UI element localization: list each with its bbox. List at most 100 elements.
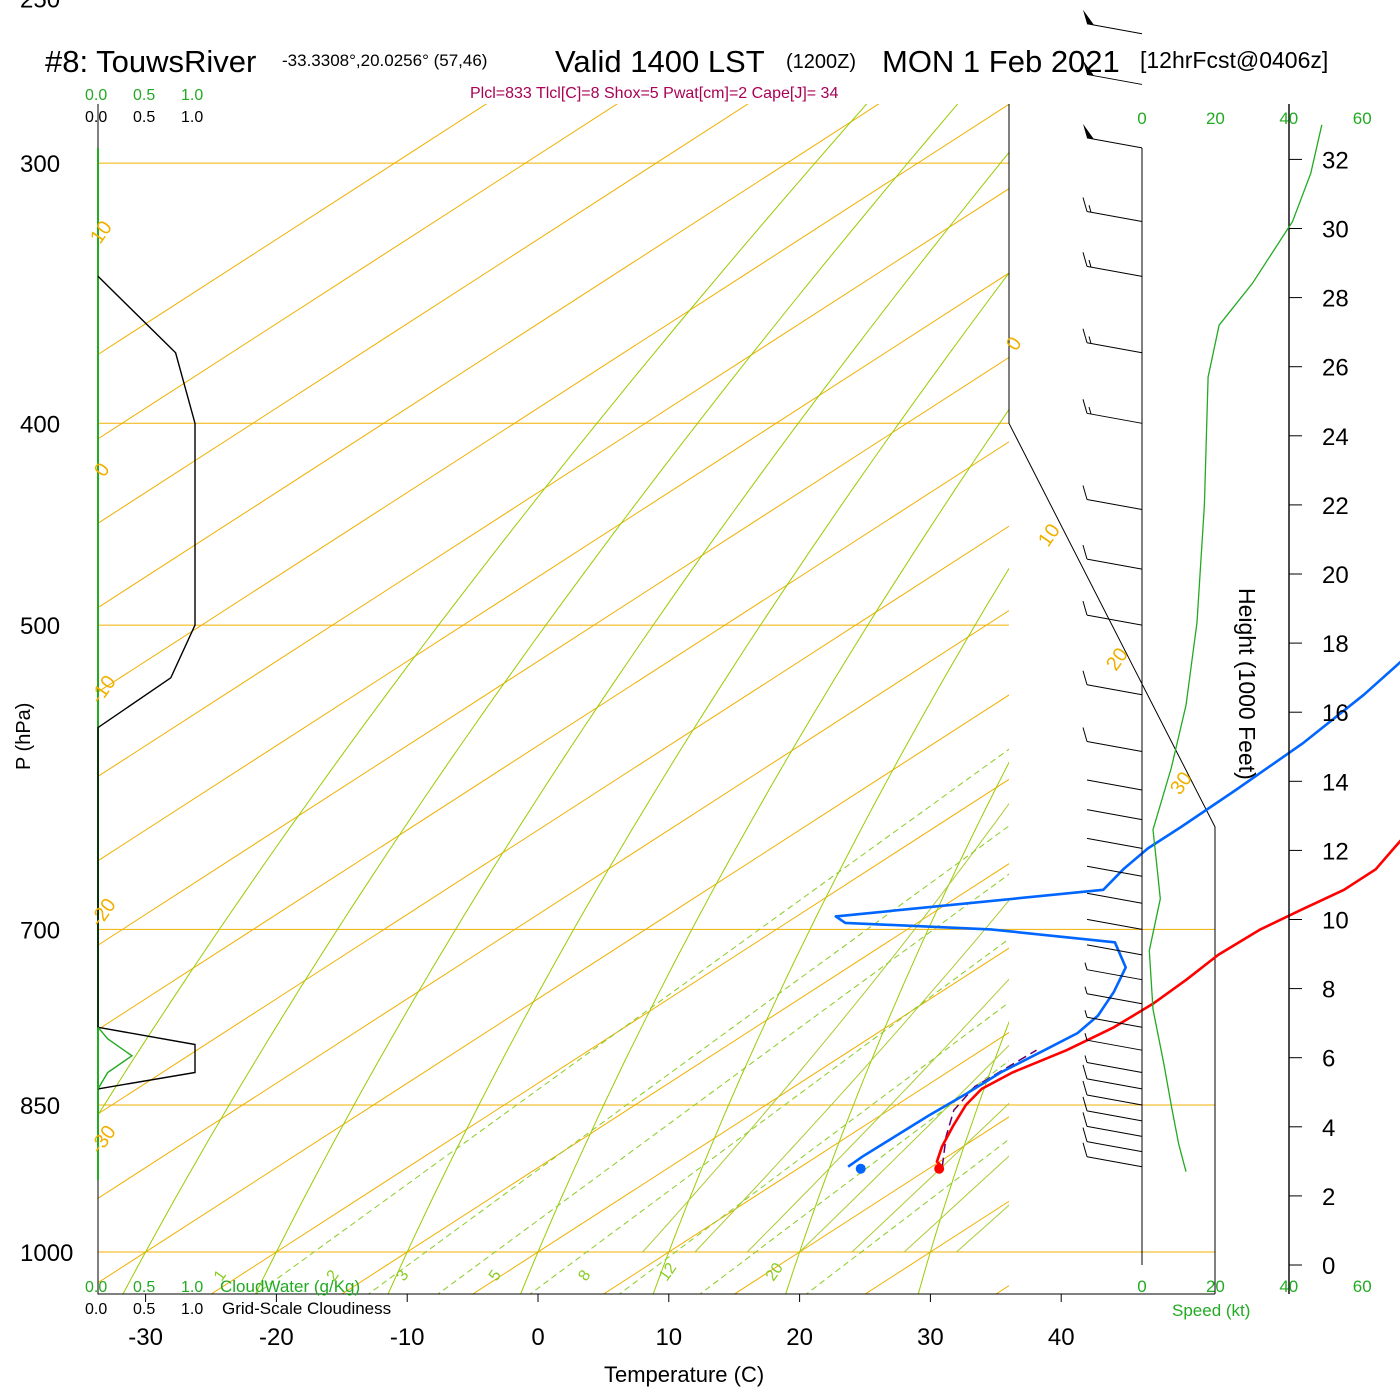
isotherm-line bbox=[98, 356, 1009, 946]
valid-time: Valid 1400 LST bbox=[555, 44, 765, 79]
isotherm-line bbox=[210, 778, 1009, 1294]
cloudiness-panel bbox=[97, 148, 196, 1180]
wind-barb bbox=[1084, 1010, 1143, 1028]
wind-barb-staff bbox=[1086, 1094, 1143, 1106]
pressure-label-500: 500 bbox=[20, 613, 60, 640]
wind-barb-staff bbox=[1086, 1016, 1143, 1028]
speed-tick-bottom: 20 bbox=[1206, 1277, 1225, 1296]
wind-barb-flag bbox=[1083, 9, 1094, 25]
height-axis-title: Height (1000 Feet) bbox=[1234, 588, 1260, 780]
wind-barb bbox=[1086, 865, 1143, 877]
x-axis-title: Temperature (C) bbox=[604, 1362, 764, 1387]
moist-adiabat-line bbox=[851, 1102, 1009, 1253]
mixing-ratio-line bbox=[255, 748, 1009, 1294]
wind-barb-staff bbox=[1086, 614, 1143, 626]
wind-barb-flag bbox=[1083, 123, 1094, 140]
wind-barb bbox=[1083, 60, 1143, 85]
wind-barb-staff bbox=[1086, 342, 1143, 354]
wind-barb-staff bbox=[1086, 779, 1143, 791]
dry-adiabat-line bbox=[254, 151, 1009, 1294]
wind-barb bbox=[1084, 1033, 1143, 1051]
height-tick-label: 8 bbox=[1322, 977, 1335, 1004]
pressure-label-1000: 1000 bbox=[20, 1240, 73, 1267]
pressure-label-700: 700 bbox=[20, 917, 60, 944]
dewpoint-line bbox=[834, 660, 1400, 1168]
axis-labels: 25030040050070085010000102030100-10-20-3… bbox=[20, 0, 1197, 1351]
wind-barb-full bbox=[1082, 600, 1088, 616]
wind-barb bbox=[1082, 328, 1143, 354]
isotherm-line bbox=[98, 104, 880, 609]
pressure-label-250: 250 bbox=[20, 0, 60, 13]
height-tick-label: 30 bbox=[1322, 217, 1349, 244]
cloudiness-scale-label-bottom: 0.0 bbox=[85, 1301, 107, 1318]
wind-barb-full bbox=[1082, 1096, 1088, 1111]
isotherm-label: 30 bbox=[1166, 768, 1197, 799]
wind-barbs bbox=[1082, 9, 1143, 1168]
wind-barb-staff bbox=[1086, 73, 1143, 85]
mixing-ratio-label: 8 bbox=[575, 1267, 594, 1284]
cloudiness-scale-label-bottom: 1.0 bbox=[181, 1301, 203, 1318]
height-tick-label: 18 bbox=[1322, 631, 1349, 658]
cloudiness-scale-label-bottom: 0.5 bbox=[133, 1301, 155, 1318]
wind-barb-staff bbox=[1086, 918, 1143, 930]
wind-barb-staff bbox=[1086, 1078, 1143, 1090]
dry-adiabat-lines bbox=[98, 0, 1400, 1305]
wind-barb-full bbox=[1082, 1112, 1088, 1127]
isotherm-label: 20 bbox=[1102, 644, 1133, 675]
temperature-tick-label: 30 bbox=[917, 1324, 944, 1351]
frame-right-boundary bbox=[1008, 104, 1216, 1294]
wind-barb bbox=[1086, 779, 1143, 791]
wind-barb bbox=[1086, 918, 1143, 930]
wind-barb-staff bbox=[1086, 837, 1143, 849]
wind-barb-full bbox=[1082, 252, 1088, 267]
dry-adiabat-line bbox=[387, 272, 1009, 1294]
mixing-ratio-line bbox=[618, 1001, 1009, 1294]
moist-adiabat-line bbox=[746, 978, 1009, 1253]
isotherm-line bbox=[98, 272, 1009, 862]
wind-barb-full bbox=[1082, 485, 1088, 500]
cloudwater-scale-label-top: 0.0 bbox=[85, 87, 107, 104]
wind-barb bbox=[1082, 600, 1143, 626]
height-tick-label: 16 bbox=[1322, 700, 1349, 727]
wind-barb bbox=[1083, 9, 1143, 35]
wind-barb bbox=[1082, 545, 1143, 570]
temperature-tick-label: -20 bbox=[259, 1324, 294, 1351]
mixing-ratio-label: 5 bbox=[486, 1267, 505, 1284]
mixing-ratio-line bbox=[529, 938, 1009, 1294]
mixing-ratio-line bbox=[805, 1138, 1009, 1294]
wind-barb-staff bbox=[1086, 499, 1143, 510]
speed-tick-bottom: 60 bbox=[1353, 1277, 1372, 1296]
wind-barb-half bbox=[1088, 336, 1092, 344]
wind-barb-staff bbox=[1086, 412, 1143, 424]
temperature-tick-label: 0 bbox=[531, 1324, 544, 1351]
wind-barb bbox=[1082, 399, 1143, 424]
wind-barb-staff bbox=[1086, 137, 1143, 149]
wind-barb-staff bbox=[1086, 211, 1143, 222]
speed-axis-title: Speed (kt) bbox=[1172, 1301, 1250, 1320]
wind-barb-staff bbox=[1086, 265, 1143, 277]
temperature-line bbox=[935, 839, 1400, 1168]
isotherm-line bbox=[98, 104, 618, 440]
wind-barb-full bbox=[1082, 670, 1088, 685]
mixing-ratio-line bbox=[367, 825, 1009, 1294]
wind-barb-half bbox=[1084, 986, 1088, 994]
wind-barb-flag bbox=[1083, 60, 1094, 76]
height-tick-label: 26 bbox=[1322, 355, 1349, 382]
isotherm-label: 0 bbox=[90, 459, 114, 481]
height-tick-label: 22 bbox=[1322, 493, 1349, 520]
cloudwater-scale-label-bottom: 1.0 bbox=[181, 1279, 203, 1296]
wind-barb-staff bbox=[1086, 969, 1143, 981]
isotherm-label: -20 bbox=[86, 895, 121, 931]
speed-tick-top: 20 bbox=[1206, 109, 1225, 128]
mixing-ratio-line bbox=[699, 1060, 1009, 1294]
height-tick-label: 10 bbox=[1322, 908, 1349, 935]
wind-barb-staff bbox=[1086, 23, 1143, 35]
dry-adiabat-line bbox=[785, 761, 1009, 1294]
wind-barb-half bbox=[1084, 1010, 1088, 1018]
wind-barb bbox=[1082, 670, 1143, 696]
dry-adiabat-line bbox=[1181, 0, 1400, 1305]
cloudiness-line bbox=[97, 275, 196, 1090]
height-tick-label: 28 bbox=[1322, 286, 1349, 313]
surface-temperature-point bbox=[934, 1163, 945, 1174]
wind-barb-half bbox=[1084, 1033, 1088, 1041]
